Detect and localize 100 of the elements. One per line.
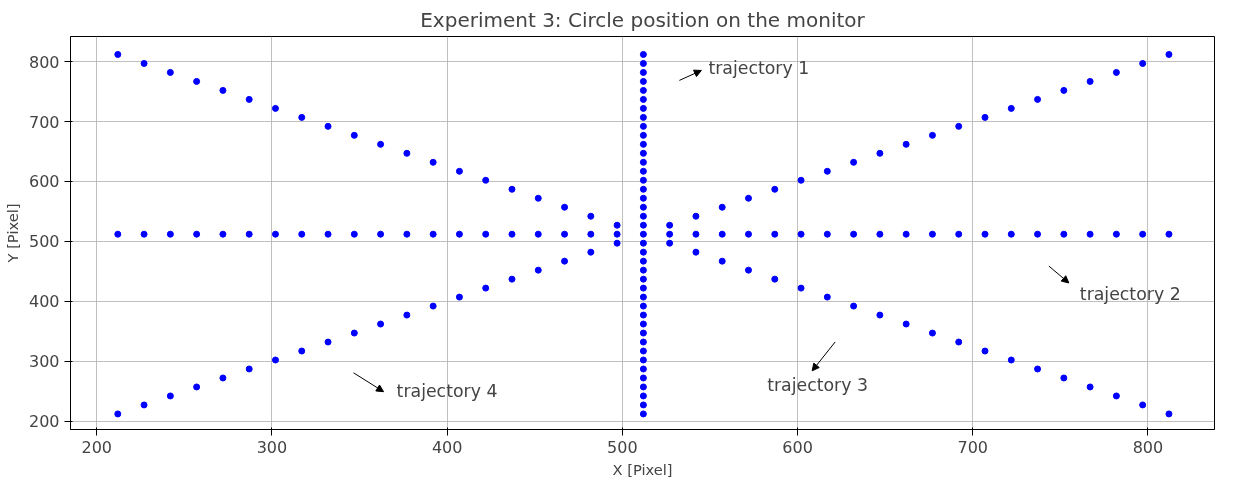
point bbox=[981, 347, 989, 355]
point bbox=[1060, 230, 1068, 238]
point bbox=[639, 50, 647, 58]
y-tick-label: 700 bbox=[28, 112, 60, 132]
point bbox=[219, 86, 227, 94]
point bbox=[1139, 230, 1147, 238]
x-tick-label: 200 bbox=[81, 437, 113, 457]
point bbox=[271, 356, 279, 364]
point bbox=[902, 320, 910, 328]
point bbox=[455, 167, 463, 175]
point bbox=[271, 230, 279, 238]
y-tick-label: 200 bbox=[28, 412, 60, 432]
x-tick-label: 800 bbox=[1132, 437, 1164, 457]
point bbox=[744, 230, 752, 238]
point bbox=[928, 329, 936, 337]
point bbox=[639, 59, 647, 67]
point bbox=[823, 167, 831, 175]
point bbox=[639, 266, 647, 274]
point bbox=[692, 248, 700, 256]
point bbox=[666, 239, 674, 247]
point bbox=[639, 158, 647, 166]
point bbox=[1112, 392, 1120, 400]
y-tick-label: 500 bbox=[28, 232, 60, 252]
point bbox=[455, 230, 463, 238]
point bbox=[324, 230, 332, 238]
point bbox=[114, 50, 122, 58]
point bbox=[902, 230, 910, 238]
point bbox=[955, 230, 963, 238]
point bbox=[639, 167, 647, 175]
point bbox=[823, 293, 831, 301]
point bbox=[140, 401, 148, 409]
x-tick-label: 700 bbox=[957, 437, 989, 457]
point bbox=[1034, 95, 1042, 103]
point bbox=[639, 185, 647, 193]
point bbox=[429, 158, 437, 166]
point bbox=[429, 230, 437, 238]
annotation: trajectory 4 bbox=[396, 381, 498, 402]
point bbox=[639, 338, 647, 346]
point bbox=[639, 149, 647, 157]
point bbox=[613, 230, 621, 238]
point bbox=[639, 68, 647, 76]
point bbox=[455, 293, 463, 301]
point bbox=[639, 104, 647, 112]
point bbox=[639, 320, 647, 328]
point bbox=[639, 230, 647, 238]
point bbox=[114, 410, 122, 418]
point bbox=[166, 392, 174, 400]
point bbox=[718, 230, 726, 238]
point bbox=[193, 383, 201, 391]
point bbox=[928, 131, 936, 139]
point bbox=[377, 230, 385, 238]
point bbox=[1112, 230, 1120, 238]
point bbox=[639, 194, 647, 202]
point bbox=[797, 176, 805, 184]
y-tick-label: 800 bbox=[28, 52, 60, 72]
point bbox=[219, 230, 227, 238]
point bbox=[324, 338, 332, 346]
point bbox=[639, 329, 647, 337]
point bbox=[928, 230, 936, 238]
point bbox=[744, 266, 752, 274]
point bbox=[140, 230, 148, 238]
point bbox=[639, 176, 647, 184]
annotation: trajectory 3 bbox=[767, 375, 869, 396]
point bbox=[403, 311, 411, 319]
point bbox=[1060, 374, 1068, 382]
point bbox=[639, 95, 647, 103]
point bbox=[981, 113, 989, 121]
point bbox=[1007, 104, 1015, 112]
point bbox=[587, 230, 595, 238]
point bbox=[639, 122, 647, 130]
point bbox=[508, 230, 516, 238]
point bbox=[639, 365, 647, 373]
point bbox=[639, 140, 647, 148]
x-tick-label: 500 bbox=[607, 437, 638, 457]
point bbox=[981, 230, 989, 238]
point bbox=[1139, 59, 1147, 67]
point bbox=[561, 230, 569, 238]
point bbox=[1086, 77, 1094, 85]
point bbox=[955, 338, 963, 346]
point bbox=[1086, 383, 1094, 391]
point bbox=[193, 77, 201, 85]
point bbox=[166, 230, 174, 238]
point bbox=[639, 302, 647, 310]
point bbox=[403, 149, 411, 157]
point bbox=[298, 347, 306, 355]
point bbox=[1165, 410, 1173, 418]
point bbox=[639, 374, 647, 382]
point bbox=[639, 203, 647, 211]
point bbox=[350, 230, 358, 238]
x-tick-label: 600 bbox=[782, 437, 813, 457]
point bbox=[140, 59, 148, 67]
point bbox=[508, 275, 516, 283]
point bbox=[587, 248, 595, 256]
y-tick-label: 600 bbox=[28, 172, 60, 192]
point bbox=[639, 212, 647, 220]
point bbox=[718, 203, 726, 211]
point bbox=[429, 302, 437, 310]
point bbox=[639, 383, 647, 391]
point bbox=[1007, 230, 1015, 238]
point bbox=[876, 311, 884, 319]
